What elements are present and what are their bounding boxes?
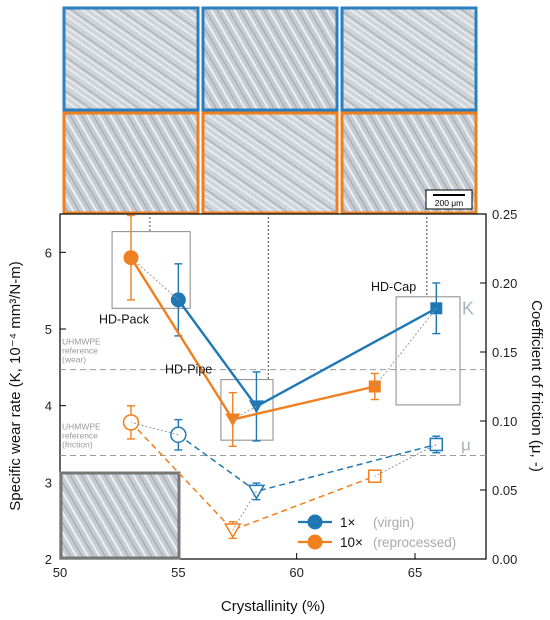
y-left-tick-label: 3 [45, 475, 52, 490]
material-box [395, 296, 461, 406]
material-box [111, 231, 191, 309]
x-tick-label: 50 [53, 565, 67, 580]
micrograph-1x-hd-cap [340, 6, 478, 112]
legend-marker-10x [307, 534, 323, 550]
reference-lines: UHMWPEreference(wear)UHMWPEreference(fri… [60, 337, 486, 456]
ref-label-friction: UHMWPE [62, 422, 101, 432]
legend-label-1x: 1× [340, 515, 355, 530]
micrograph-panels: 200 μm [62, 6, 478, 215]
scale-bar-label: 200 μm [435, 198, 464, 208]
y-axis-title-right: Coefficient of friction (μ, -) [528, 300, 545, 472]
y-left-tick-label: 4 [45, 399, 52, 414]
y-right-tick-label: 0.10 [492, 414, 517, 429]
data-point [123, 250, 139, 266]
quantity-label-mu: μ [461, 435, 471, 454]
series-layer [122, 214, 444, 539]
legend-note-1x: (virgin) [373, 515, 414, 530]
y-right-tick-label: 0.25 [492, 207, 517, 222]
material-label-hd-cap: HD-Cap [371, 280, 416, 294]
y-left-tick-label: 6 [45, 245, 52, 260]
pair-connector-k [374, 307, 437, 387]
x-tick-label: 55 [171, 565, 185, 580]
ref-label-friction: (friction) [62, 440, 93, 450]
material-label-hd-pack: HD-Pack [99, 312, 150, 326]
micrograph-10x-hd-cap [340, 111, 478, 215]
micrograph-10x-hd-pack [62, 111, 200, 215]
y-right-tick-label: 0.05 [492, 483, 517, 498]
y-left-tick-label: 5 [45, 322, 52, 337]
micrograph-1x-hd-pipe [201, 6, 339, 112]
legend-marker-1x [307, 514, 323, 530]
y-axis-title-left: Specific wear rate (K, 10⁻⁴ mm³/N-m) [7, 261, 24, 510]
data-point [368, 380, 381, 393]
series-line [177, 434, 437, 493]
y-right-tick-label: 0.15 [492, 345, 517, 360]
ref-label-wear: (wear) [62, 355, 86, 365]
axis-ticks: 50 55 60 65 2 3 4 5 6 0.00 0.05 0.10 0.15 0.20 0.25 [45, 207, 518, 580]
material-box [220, 379, 274, 441]
ref-label-wear: reference [62, 346, 98, 356]
material-label-hd-pipe: HD-Pipe [165, 363, 212, 377]
legend: 1× (virgin) 10× (reprocessed) [298, 514, 456, 550]
micrograph-10x-hd-pipe [201, 111, 339, 215]
ref-label-friction: reference [62, 431, 98, 441]
y-right-tick-label: 0.20 [492, 276, 517, 291]
pair-connector-mu [130, 421, 179, 436]
ref-label-wear: UHMWPE [62, 337, 101, 347]
quantity-label-k: K [462, 298, 474, 318]
legend-label-10x: 10× [340, 535, 363, 550]
pair-connector-k [130, 257, 179, 301]
y-left-tick-label: 2 [45, 552, 52, 567]
pair-connector-k [232, 405, 257, 420]
legend-note-10x: (reprocessed) [373, 535, 456, 550]
label-layer: HD-Pack HD-Pipe HD-Cap Kμ [99, 280, 474, 455]
series-line [129, 257, 376, 421]
data-point [225, 413, 241, 427]
plot-frame [59, 213, 487, 560]
x-tick-label: 65 [408, 565, 422, 580]
micrograph-1x-hd-pack [62, 6, 200, 112]
x-tick-label: 60 [289, 565, 303, 580]
x-axis-title: Crystallinity (%) [221, 598, 325, 615]
data-point [223, 523, 242, 539]
series-line [177, 299, 437, 408]
pair-connector-mu [374, 444, 437, 477]
pair-connector-mu [232, 491, 257, 531]
y-right-tick-label: 0.00 [492, 552, 517, 567]
micrograph-uhmwpe-reference [59, 471, 181, 560]
